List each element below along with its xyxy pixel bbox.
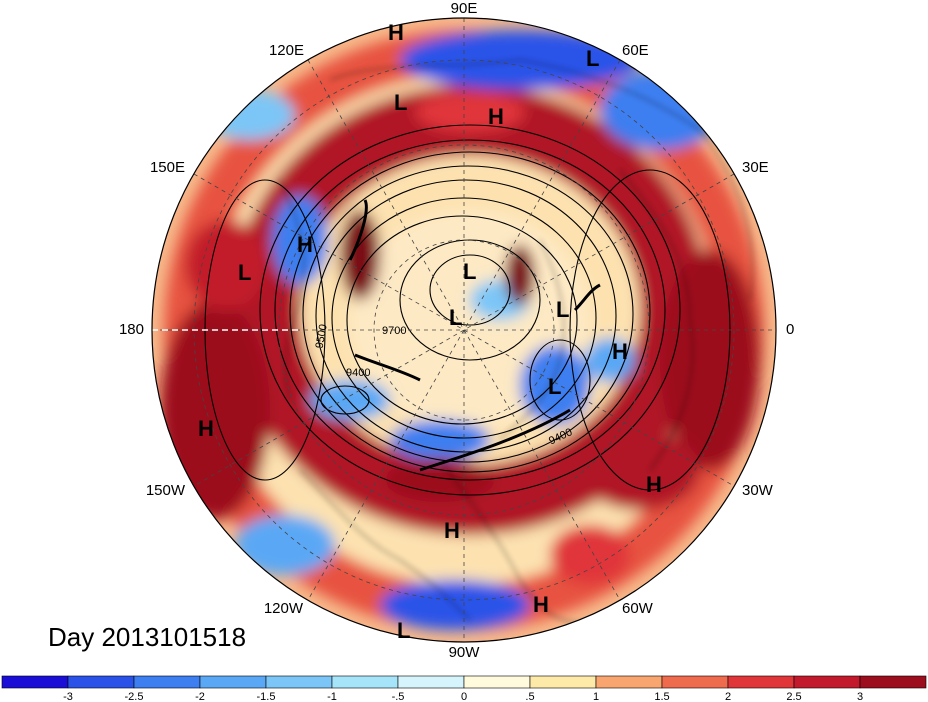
colorbar-swatch — [67, 675, 135, 689]
colorbar-swatch — [727, 675, 795, 689]
colorbar-tick-label: -1.5 — [257, 691, 276, 702]
colorbar-swatch — [859, 675, 927, 689]
colorbar-swatch — [199, 675, 267, 689]
pressure-center-low: L — [463, 259, 476, 284]
lon-label-90e: 90E — [451, 0, 478, 17]
pressure-center-low: L — [394, 90, 407, 115]
pressure-center-low: L — [586, 46, 599, 71]
colorbar-tick-label: 2 — [725, 691, 731, 702]
pressure-center-high: H — [444, 518, 460, 543]
colorbar-swatch — [265, 675, 333, 689]
contour-label: 9700 — [382, 325, 406, 337]
pressure-center-high: H — [388, 20, 404, 45]
colorbar-tick-label: -1 — [327, 691, 337, 702]
pressure-center-low: L — [449, 305, 462, 330]
map-boundary — [151, 17, 777, 643]
colorbar-swatch — [133, 675, 201, 689]
lon-label-90w: 90W — [449, 644, 481, 661]
lon-label-60w: 60W — [622, 600, 654, 617]
colorbar-swatch — [793, 675, 861, 689]
pressure-center-high: H — [533, 592, 549, 617]
colorbar-tick-label: -.5 — [392, 691, 405, 702]
colorbar-swatch — [661, 675, 729, 689]
pressure-center-high: H — [297, 232, 313, 257]
colorbar-swatch — [1, 675, 69, 689]
lon-label-150e: 150E — [150, 159, 185, 176]
colorbar-swatch — [595, 675, 663, 689]
pressure-centers: H L L H H L L L L H L H H H H L — [198, 20, 662, 643]
contour-labels: 9500 9400 9400 9700 — [314, 323, 575, 447]
pressure-center-low: L — [238, 260, 251, 285]
colorbar: -3 -2.5 -2 -1.5 -1 -.5 0 .5 1 1.5 2 2.5 3 — [1, 675, 927, 702]
pressure-center-high: H — [646, 472, 662, 497]
lon-label-150w: 150W — [146, 482, 186, 499]
colorbar-tick-label: 2.5 — [786, 691, 801, 702]
pressure-center-high: H — [612, 339, 628, 364]
lon-label-0: 0 — [786, 321, 794, 338]
colorbar-tick-label: 3 — [857, 691, 863, 702]
pressure-center-low: L — [397, 618, 410, 643]
colorbar-tick-label: 1 — [593, 691, 599, 702]
colorbar-swatch — [463, 675, 531, 689]
colorbar-tick-label: -2.5 — [125, 691, 144, 702]
pressure-center-low: L — [556, 297, 569, 322]
pressure-center-low: L — [548, 374, 561, 399]
colorbar-swatch — [331, 675, 399, 689]
lon-label-120w: 120W — [264, 600, 304, 617]
colorbar-tick-label: -2 — [195, 691, 205, 702]
colorbar-tick-label: 1.5 — [654, 691, 669, 702]
pressure-center-high: H — [198, 416, 214, 441]
pressure-center-high: H — [488, 104, 504, 129]
colorbar-tick-label: -3 — [63, 691, 73, 702]
contour-label: 9400 — [346, 367, 370, 379]
colorbar-swatch — [397, 675, 465, 689]
colorbar-tick-label: 0 — [461, 691, 467, 702]
lon-label-60e: 60E — [622, 42, 649, 59]
lon-label-120e: 120E — [269, 42, 304, 59]
lon-label-30w: 30W — [742, 482, 774, 499]
lon-label-180: 180 — [119, 321, 144, 338]
colorbar-swatch — [529, 675, 597, 689]
longitude-labels: 90E 60E 30E 0 30W 60W 90W 120W 150W 180 … — [119, 0, 794, 661]
lon-label-30e: 30E — [742, 159, 769, 176]
date-title: Day 2013101518 — [48, 622, 246, 652]
colorbar-tick-label: .5 — [525, 691, 534, 702]
contour-label: 9500 — [314, 323, 330, 349]
